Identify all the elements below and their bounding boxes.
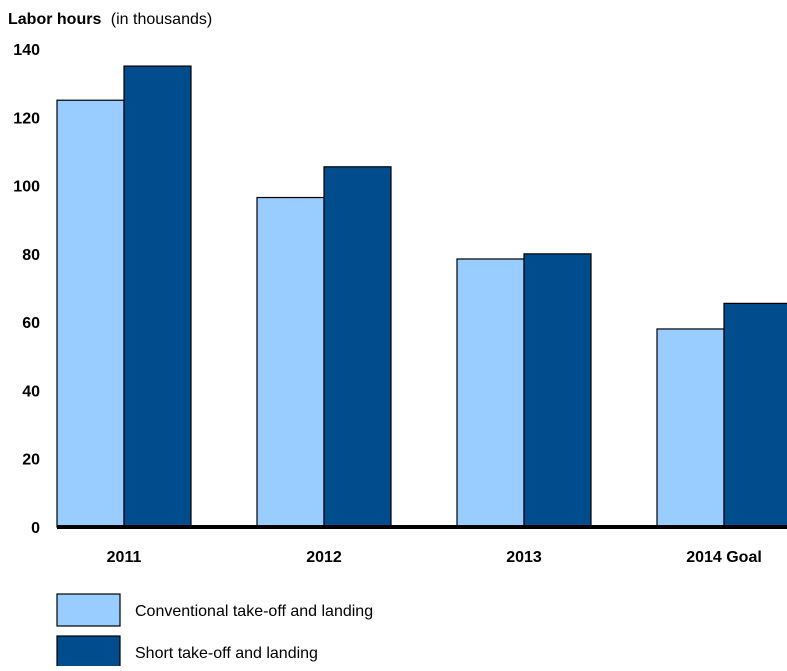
y-axis-label-main: Labor hours: [8, 11, 101, 28]
bars: [56, 65, 787, 528]
bar-conventional-2012: [256, 196, 325, 528]
y-axis-label: Labor hours (in thousands): [8, 11, 212, 28]
y-tick-label: 60: [22, 315, 40, 332]
x-tick-label: 2012: [306, 549, 342, 566]
y-tick-label: 120: [13, 110, 40, 127]
x-tick-label: 2014 Goal: [686, 549, 762, 566]
x-axis-ticks: 2011 2012 2013 2014 Goal: [107, 549, 762, 566]
legend-swatch: [56, 593, 121, 627]
bar-short-2011: [123, 65, 192, 528]
y-axis-ticks: 0 20 40 60 80 100 120 140: [13, 42, 40, 537]
legend-swatch: [56, 635, 121, 669]
y-tick-label: 80: [22, 247, 40, 264]
y-tick-label: 0: [31, 520, 40, 537]
bar-short-2013: [523, 253, 592, 528]
bar-conventional-2011: [56, 99, 125, 528]
y-tick-label: 100: [13, 179, 40, 196]
legend: Conventional take-off and landing Short t…: [56, 593, 373, 669]
bar-short-2012: [323, 166, 392, 528]
bar-conventional-2013: [456, 258, 525, 528]
legend-label: Conventional take-off and landing: [135, 603, 373, 620]
bar-conventional-2014-goal: [656, 328, 725, 528]
y-tick-label: 140: [13, 42, 40, 59]
x-tick-label: 2013: [506, 549, 542, 566]
y-tick-label: 20: [22, 452, 40, 469]
legend-label: Short take-off and landing: [135, 645, 318, 662]
x-tick-label: 2011: [107, 549, 142, 566]
y-axis-label-unit: (in thousands): [111, 11, 212, 28]
y-tick-label: 40: [22, 383, 40, 400]
bar-short-2014-goal: [723, 302, 787, 528]
